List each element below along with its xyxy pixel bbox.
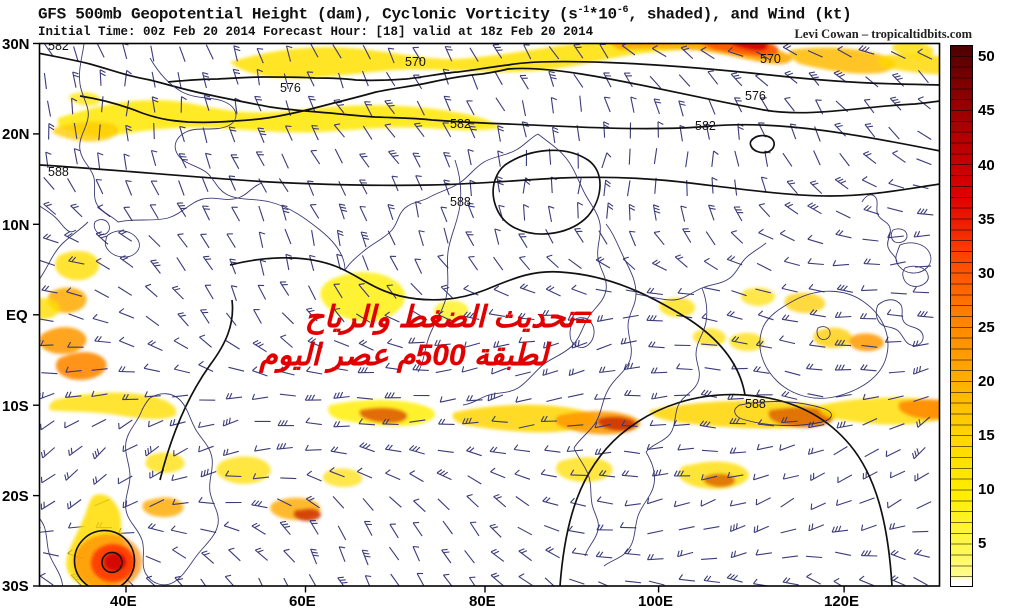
svg-text:570: 570: [405, 55, 426, 69]
svg-text:588: 588: [48, 165, 69, 179]
svg-text:582: 582: [450, 117, 471, 131]
svg-text:576: 576: [280, 81, 301, 95]
svg-text:570: 570: [760, 52, 781, 66]
svg-text:576: 576: [745, 89, 766, 103]
svg-text:582: 582: [695, 119, 716, 133]
